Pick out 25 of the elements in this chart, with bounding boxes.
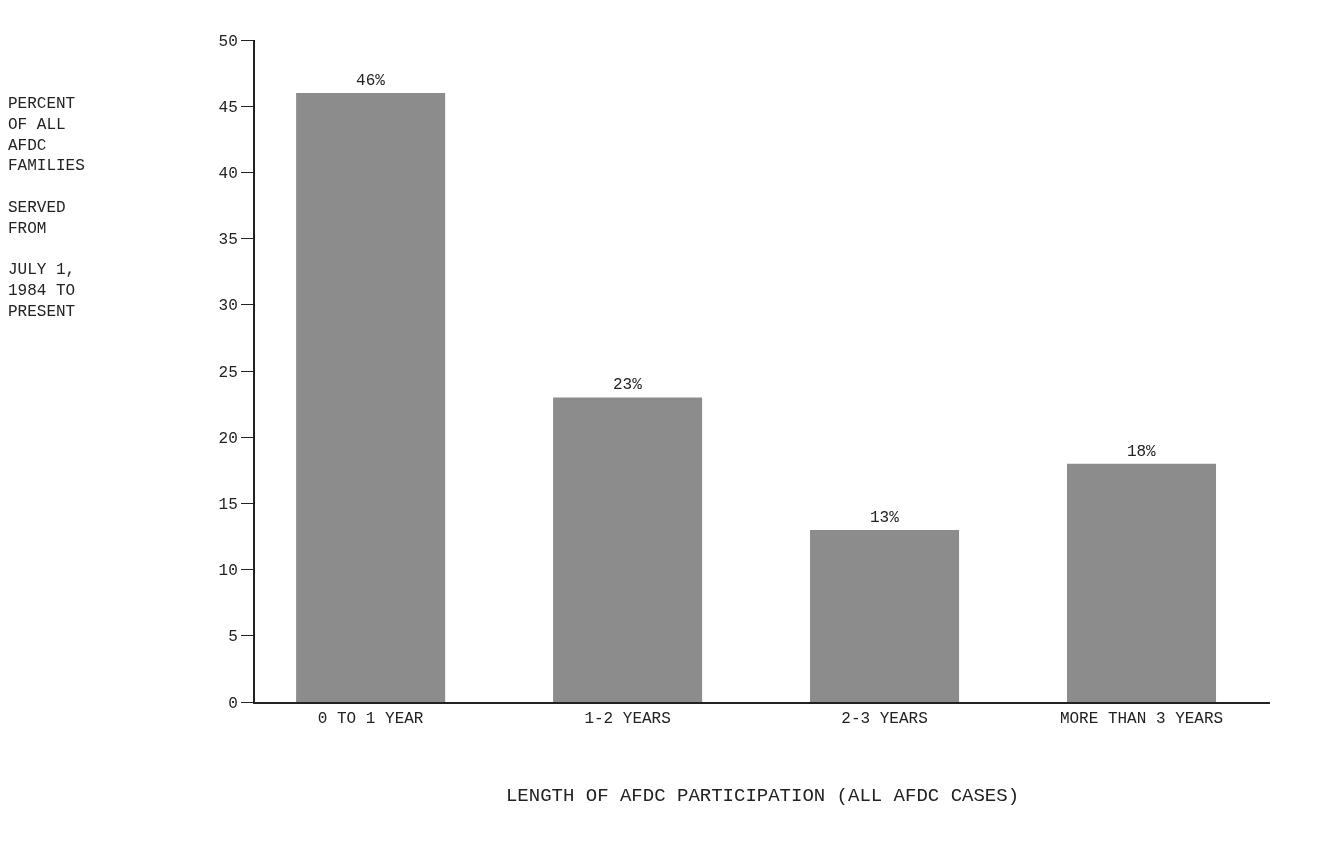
data-label: 18% xyxy=(1126,442,1157,461)
y-tick-label: 25 xyxy=(218,363,238,382)
y-tick-label: 15 xyxy=(218,496,238,514)
y-tick-label: 45 xyxy=(218,98,238,117)
data-label: 13% xyxy=(869,508,900,527)
x-tick-label: 0 TO 1 YEAR xyxy=(317,710,424,729)
y-tick-label: 20 xyxy=(218,429,238,448)
x-tick-label: MORE THAN 3 YEARS xyxy=(1059,710,1224,729)
y-tick-label: 10 xyxy=(218,562,238,581)
x-tick-label: 2-3 YEARS xyxy=(841,710,928,729)
data-label: 23% xyxy=(612,376,643,395)
bar xyxy=(810,529,960,702)
bar xyxy=(296,92,446,702)
y-tick-label: 40 xyxy=(218,165,238,183)
data-label: 46% xyxy=(356,71,386,90)
text: PERCENT OF ALL AFDC FAMILIES SERVED FROM JULY 1, 1984 TO PRESENT xyxy=(8,95,85,321)
y-tick-label: 50 xyxy=(218,32,238,51)
bar xyxy=(553,397,703,702)
y-tick-label: 30 xyxy=(218,297,238,316)
bar xyxy=(1067,463,1217,702)
x-tick-label: 1-2 YEARS xyxy=(584,710,671,729)
y-tick-label: 0 xyxy=(228,694,238,713)
x-axis-title: LENGTH OF AFDC PARTICIPATION (ALL AFDC CASES) xyxy=(505,784,1020,807)
y-tick-label: 35 xyxy=(218,231,238,250)
y-tick-label: 5 xyxy=(228,628,238,647)
